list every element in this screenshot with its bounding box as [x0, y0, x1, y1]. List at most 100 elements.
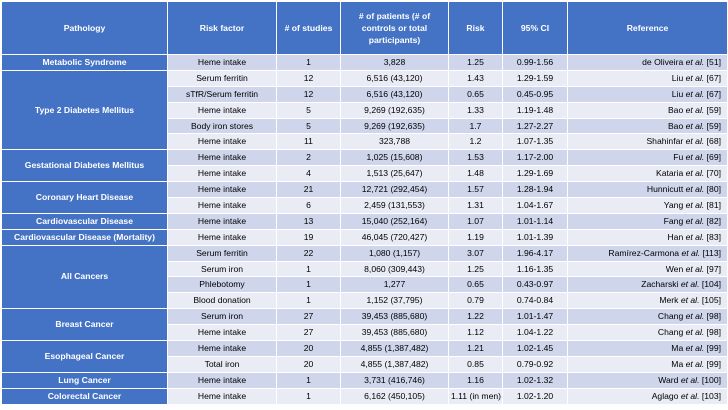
reference-citation: [103] [701, 390, 721, 401]
num-patients-cell: 12,721 (292,454) [340, 181, 449, 199]
table-row: Esophageal Cancer Heme intake 20 4,855 (1,3… [1, 340, 728, 373]
reference-cell: Ma et al. [99] [567, 340, 728, 357]
risk-cell: 1.22 [448, 308, 503, 326]
num-studies-cell: 1 [276, 260, 341, 278]
num-studies-cell: 6 [276, 197, 341, 214]
reference-author: Bao [667, 120, 684, 131]
header-ci: 95% CI [502, 1, 568, 55]
reference-author: Aglago [651, 390, 679, 401]
risk-factor-cell: Heme intake [167, 101, 277, 119]
reference-etal: et al. [680, 295, 700, 306]
reference-etal: et al. [685, 263, 705, 274]
table-row: Gestational Diabetes Mellitus Heme intake… [1, 149, 728, 183]
risk-factor-cell: Blood donation [167, 292, 277, 310]
table-row: Serum iron 1 8,060 (309,443) 1.25 1.16-1.35 W… [2, 260, 728, 278]
reference-author: Liu [671, 88, 684, 99]
ci-cell: 1.17-2.00 [502, 149, 568, 167]
ci-cell: 1.16-1.35 [502, 260, 568, 278]
reference-cell: Liu et al. [67] [567, 85, 728, 103]
num-patients-cell: 4,855 (1,387,482) [340, 355, 449, 373]
reference-citation: [82] [706, 215, 721, 226]
risk-factor-cell: Heme intake [167, 149, 277, 167]
reference-citation: [99] [706, 342, 721, 353]
reference-cell: Chang et al. [98] [567, 308, 728, 326]
table-row: Heme intake 27 39,453 (885,680) 1.12 1.04-1.… [2, 324, 728, 342]
num-patients-cell: 46,045 (720,427) [340, 228, 449, 246]
reference-author: Merk [659, 295, 679, 306]
ci-cell: 1.28-1.94 [502, 181, 568, 199]
num-patients-cell: 6,162 (450,105) [340, 387, 449, 405]
reference-etal: et al. [681, 247, 701, 258]
num-patients-cell: 39,453 (885,680) [340, 324, 449, 342]
num-patients-cell: 2,459 (131,553) [340, 197, 449, 214]
risk-factor-cell: Heme intake [167, 324, 277, 342]
num-studies-cell: 11 [276, 133, 341, 151]
num-patients-cell: 15,040 (252,164) [340, 212, 449, 230]
table-row: Metabolic Syndrome Heme intake 1 3,828 1.25 0… [1, 54, 728, 71]
reference-cell: Ramírez-Carmona et al. [113] [567, 244, 728, 262]
risk-cell: 1.12 [448, 324, 503, 342]
risk-cell: 1.43 [448, 69, 503, 87]
reference-citation: [104] [701, 279, 721, 290]
reference-etal: et al. [685, 72, 705, 83]
reference-etal: et al. [685, 184, 705, 195]
reference-author: Fu [673, 152, 684, 163]
pathology-cell: Cardiovascular Disease [1, 212, 168, 230]
risk-cell: 1.57 [448, 181, 503, 199]
reference-citation: [68] [706, 136, 721, 147]
header-num-studies: # of studies [276, 1, 341, 55]
risk-cell: 1.25 [448, 260, 503, 278]
risk-factor-cell: Heme intake [167, 54, 277, 71]
risk-cell: 0.65 [448, 276, 503, 294]
num-studies-cell: 21 [276, 181, 341, 199]
risk-factor-cell: Heme intake [167, 371, 277, 389]
risk-cell: 1.53 [448, 149, 503, 167]
reference-author: Chang [657, 311, 684, 322]
reference-etal: et al. [685, 358, 705, 369]
risk-cell: 1.48 [448, 165, 503, 183]
reference-author: Zacharski [641, 279, 679, 290]
risk-factor-cell: sTfR/Serum ferritin [167, 85, 277, 103]
ci-cell: 1.01-1.14 [502, 212, 568, 230]
header-row: Pathology Risk factor # of studies # of … [1, 1, 728, 55]
risk-cell: 0.85 [448, 355, 503, 373]
num-patients-cell: 1,277 [340, 276, 449, 294]
num-patients-cell: 9,269 (192,635) [340, 101, 449, 119]
risk-cell: 3.07 [448, 244, 503, 262]
reference-author: Ward [658, 374, 679, 385]
reference-etal: et al. [685, 88, 705, 99]
reference-citation: [97] [706, 263, 721, 274]
reference-etal: et al. [685, 327, 705, 338]
risk-factor-cell: Heme intake [167, 165, 277, 183]
risk-factor-cell: Body iron stores [167, 117, 277, 135]
reference-citation: [67] [706, 72, 721, 83]
header-risk-factor: Risk factor [167, 1, 277, 55]
num-studies-cell: 5 [276, 117, 341, 135]
reference-author: Hunnicutt [646, 184, 684, 195]
pathology-cell: Coronary Heart Disease [1, 181, 168, 214]
risk-factor-cell: Serum ferritin [167, 244, 277, 262]
risk-cell: 1.11 (in men) [448, 387, 503, 405]
reference-cell: de Oliveira et al. [51] [567, 54, 728, 71]
ci-cell: 1.02-1.20 [502, 387, 568, 405]
reference-cell: Liu et al. [67] [567, 69, 728, 87]
reference-cell: Aglago et al. [103] [567, 387, 728, 405]
num-studies-cell: 12 [276, 85, 341, 103]
risk-factor-cell: Heme intake [167, 340, 277, 357]
num-patients-cell: 1,152 (37,795) [340, 292, 449, 310]
reference-author: Yang [663, 199, 684, 210]
reference-author: Chang [657, 327, 684, 338]
table-row: Cardiovascular Disease (Mortality) Heme i… [1, 228, 728, 246]
num-studies-cell: 12 [276, 69, 341, 87]
pathology-cell: Metabolic Syndrome [1, 54, 168, 71]
table-body: Metabolic Syndrome Heme intake 1 3,828 1.25 0… [1, 54, 728, 405]
num-patients-cell: 1,025 (15,608) [340, 149, 449, 167]
reference-etal: et al. [685, 56, 705, 67]
risk-factor-cell: Heme intake [167, 133, 277, 151]
ci-cell: 1.27-2.27 [502, 117, 568, 135]
num-patients-cell: 4,855 (1,387,482) [340, 340, 449, 357]
num-patients-cell: 1,513 (25,647) [340, 165, 449, 183]
risk-factor-cell: Heme intake [167, 212, 277, 230]
ci-cell: 1.02-1.32 [502, 371, 568, 389]
num-studies-cell: 27 [276, 308, 341, 326]
